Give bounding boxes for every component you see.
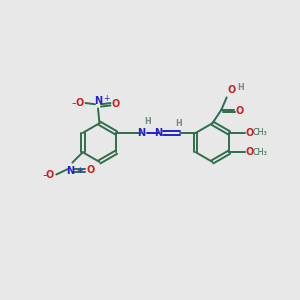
Text: O: O — [227, 85, 236, 95]
Text: H: H — [176, 119, 182, 128]
Text: O: O — [46, 170, 54, 180]
Text: -: - — [71, 97, 76, 110]
Text: H: H — [145, 117, 151, 126]
Text: O: O — [112, 99, 120, 109]
Text: +: + — [76, 166, 82, 175]
Text: CH₃: CH₃ — [253, 148, 267, 157]
Text: O: O — [86, 165, 94, 176]
Text: +: + — [103, 94, 109, 103]
Text: -: - — [42, 169, 47, 182]
Text: N: N — [137, 128, 146, 138]
Text: O: O — [235, 106, 244, 116]
Text: O: O — [245, 147, 254, 157]
Text: N: N — [67, 166, 75, 176]
Text: CH₃: CH₃ — [253, 128, 267, 137]
Text: O: O — [245, 128, 254, 138]
Text: H: H — [237, 83, 244, 92]
Text: N: N — [154, 128, 162, 138]
Text: N: N — [94, 96, 102, 106]
Text: O: O — [76, 98, 84, 108]
